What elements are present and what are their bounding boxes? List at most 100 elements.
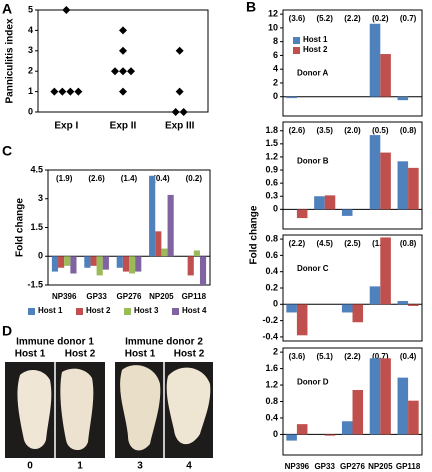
photo-score: 4 xyxy=(186,461,192,472)
plot-frame xyxy=(37,9,209,113)
data-point xyxy=(127,67,135,76)
annotation: (3.6) xyxy=(289,14,306,23)
bar xyxy=(84,256,91,268)
bar xyxy=(161,248,168,257)
bar xyxy=(352,389,364,435)
bar xyxy=(380,54,391,97)
bar xyxy=(129,256,136,274)
y-tick-label: 0 xyxy=(28,106,33,116)
data-point xyxy=(58,87,67,96)
y-tick-label: -1.5 xyxy=(27,279,43,289)
tissue xyxy=(17,369,52,449)
photo-score: 0 xyxy=(27,461,33,472)
x-tick-label: Exp I xyxy=(54,121,78,132)
bar xyxy=(341,421,353,435)
y-tick-label: 0.4 xyxy=(265,266,278,276)
bar xyxy=(286,304,297,313)
bar xyxy=(187,256,194,276)
data-point xyxy=(62,6,71,14)
x-tick-label: GP276 xyxy=(117,292,142,301)
subtitle: Donor D xyxy=(297,377,329,386)
y-tick-label: 4 xyxy=(273,64,278,74)
bar xyxy=(167,194,174,257)
y-tick-label: 1.2 xyxy=(265,151,278,161)
y-tick-label: 1.5 xyxy=(30,222,43,232)
bar xyxy=(369,135,381,210)
legend-label: Host 4 xyxy=(182,306,207,315)
tissue xyxy=(120,365,161,451)
subtitle: Donor C xyxy=(297,264,329,273)
bar xyxy=(296,304,308,336)
bar xyxy=(199,256,207,285)
data-point xyxy=(119,46,127,55)
legend-swatch xyxy=(172,308,179,315)
annotation: (0.7) xyxy=(372,352,389,361)
y-tick-label: 0.8 xyxy=(265,233,278,243)
annotation: (5.1) xyxy=(316,352,333,361)
bar xyxy=(397,377,409,435)
y-tick-label: 4 xyxy=(28,25,33,35)
y-tick-label: 0.3 xyxy=(265,191,278,201)
photo-score: 1 xyxy=(77,461,83,472)
legend-swatch xyxy=(28,308,35,315)
y-tick-label: 1.6 xyxy=(265,363,278,373)
y-tick-label: 1 xyxy=(28,86,33,96)
x-tick-label: GP33 xyxy=(314,462,335,471)
legend-swatch xyxy=(124,308,131,315)
y-tick-label: -0.4 xyxy=(262,331,278,341)
data-point xyxy=(171,108,180,116)
data-point xyxy=(119,67,127,76)
bar xyxy=(314,196,325,210)
plot-frame xyxy=(282,9,423,117)
y-axis-label: Fold change xyxy=(249,205,260,264)
y-axis-label: Panniculitis index xyxy=(5,18,16,103)
data-point xyxy=(50,87,59,96)
bar xyxy=(58,256,65,268)
x-tick-label: GP118 xyxy=(396,462,421,471)
data-point xyxy=(111,67,119,76)
bar xyxy=(96,256,103,276)
annotation: (0.2) xyxy=(186,174,203,183)
x-tick-label: NP205 xyxy=(149,292,174,301)
bar xyxy=(135,256,142,272)
photo-score: 3 xyxy=(137,461,143,472)
annotation: (1.4) xyxy=(121,174,138,183)
y-tick-label: 0 xyxy=(38,251,43,261)
y-tick-label: 0.9 xyxy=(265,164,278,174)
bar xyxy=(122,256,129,272)
annotation: (0.8) xyxy=(400,126,417,135)
bar xyxy=(369,23,381,97)
y-tick-label: 0.6 xyxy=(265,178,278,188)
annotation: (2.6) xyxy=(289,126,306,135)
data-point xyxy=(175,46,184,55)
bar xyxy=(102,256,109,270)
y-tick-label: -0.2 xyxy=(262,315,278,325)
bar xyxy=(408,167,419,210)
y-tick-label: 0.6 xyxy=(265,250,278,260)
y-tick-label: 0 xyxy=(273,429,278,439)
bar xyxy=(369,358,381,435)
data-point xyxy=(74,87,83,96)
y-tick-label: 8 xyxy=(273,36,278,46)
y-tick-label: 6 xyxy=(273,50,278,60)
data-point xyxy=(119,87,127,96)
annotation: (2.2) xyxy=(289,239,306,248)
bar xyxy=(155,231,162,257)
bar xyxy=(286,434,297,441)
bar xyxy=(341,304,353,313)
y-tick-label: 3 xyxy=(38,193,43,203)
annotation: (0.4) xyxy=(153,174,170,183)
y-tick-label: 2 xyxy=(28,66,33,76)
photo-panel xyxy=(5,362,213,458)
photo-group: Immune donor 1 xyxy=(16,337,94,348)
x-tick-label: NP205 xyxy=(368,462,393,471)
bar xyxy=(296,424,308,435)
photo-host: Host 1 xyxy=(125,349,156,360)
bar xyxy=(149,175,156,257)
legend-swatch xyxy=(293,47,300,54)
legend-label: Host 2 xyxy=(86,306,111,315)
y-tick-label: 0.2 xyxy=(265,282,278,292)
y-tick-label: 2 xyxy=(273,77,278,87)
y-tick-label: 0.4 xyxy=(265,412,278,422)
legend-label: Host 1 xyxy=(38,306,63,315)
